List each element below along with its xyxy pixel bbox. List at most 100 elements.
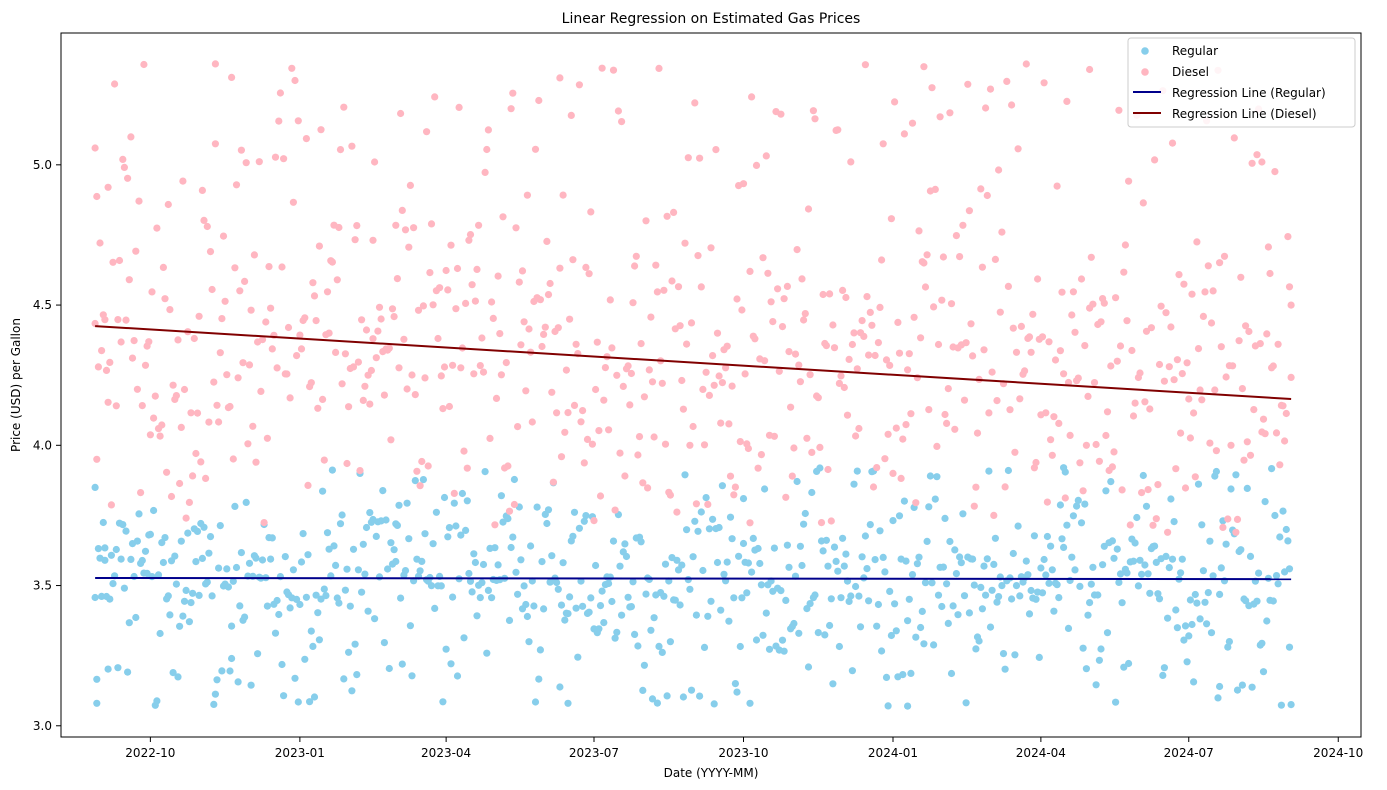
data-point bbox=[697, 283, 705, 291]
x-tick-label: 2023-07 bbox=[569, 746, 619, 760]
data-point bbox=[663, 212, 671, 220]
data-point bbox=[982, 104, 990, 112]
data-point bbox=[816, 464, 824, 472]
data-point bbox=[1274, 340, 1282, 348]
data-point bbox=[861, 532, 870, 540]
data-point bbox=[447, 241, 455, 249]
data-point bbox=[1035, 653, 1043, 662]
data-point bbox=[215, 418, 223, 426]
y-tick-label: 4.5 bbox=[33, 298, 52, 312]
data-point bbox=[275, 610, 283, 619]
data-point bbox=[1173, 624, 1181, 632]
data-point bbox=[845, 597, 853, 606]
data-point bbox=[1037, 564, 1045, 572]
data-point bbox=[520, 318, 528, 326]
data-point bbox=[1076, 582, 1084, 591]
data-point bbox=[192, 558, 200, 566]
data-point bbox=[263, 434, 271, 442]
data-point bbox=[944, 385, 952, 393]
data-point bbox=[884, 702, 892, 710]
data-point bbox=[267, 304, 275, 312]
data-point bbox=[509, 89, 517, 97]
data-point bbox=[309, 279, 317, 287]
data-point bbox=[739, 180, 748, 188]
data-point bbox=[887, 215, 896, 223]
data-point bbox=[1014, 145, 1022, 153]
data-point bbox=[855, 592, 863, 600]
data-point bbox=[704, 612, 712, 620]
data-point bbox=[566, 315, 574, 323]
data-point bbox=[444, 533, 452, 541]
data-point bbox=[1207, 629, 1216, 637]
data-point bbox=[380, 391, 388, 399]
data-point bbox=[843, 411, 852, 419]
data-point bbox=[470, 550, 478, 558]
data-point bbox=[730, 491, 738, 499]
data-point bbox=[1274, 580, 1282, 588]
data-point bbox=[749, 534, 757, 543]
data-point bbox=[1196, 386, 1204, 394]
regression-line-regular bbox=[95, 576, 1292, 581]
data-point bbox=[678, 561, 686, 569]
data-point bbox=[1064, 624, 1073, 633]
data-point bbox=[245, 361, 254, 369]
data-point bbox=[876, 527, 884, 535]
data-point bbox=[369, 236, 377, 244]
data-point bbox=[166, 611, 174, 619]
data-point bbox=[876, 303, 884, 311]
data-point bbox=[484, 126, 492, 134]
data-point bbox=[146, 530, 154, 539]
data-point bbox=[1141, 398, 1149, 406]
data-point bbox=[1157, 302, 1165, 310]
data-point bbox=[1103, 408, 1112, 416]
plot-area bbox=[60, 32, 1362, 738]
data-point bbox=[390, 313, 398, 321]
data-point bbox=[1277, 701, 1285, 709]
data-point bbox=[237, 146, 245, 154]
data-point bbox=[429, 540, 437, 548]
data-point bbox=[538, 558, 546, 566]
data-point bbox=[1181, 622, 1190, 630]
data-point bbox=[1060, 464, 1068, 472]
data-point bbox=[414, 306, 423, 314]
data-point bbox=[791, 350, 800, 358]
data-point bbox=[661, 560, 670, 568]
data-point bbox=[767, 298, 775, 306]
data-point bbox=[336, 146, 345, 154]
data-point bbox=[606, 296, 614, 304]
data-point bbox=[354, 358, 362, 366]
data-point bbox=[626, 401, 634, 409]
data-point bbox=[1138, 489, 1146, 497]
data-point bbox=[1016, 592, 1024, 600]
data-point bbox=[577, 418, 585, 426]
data-point bbox=[234, 678, 242, 686]
data-point bbox=[299, 530, 307, 538]
data-point bbox=[1012, 348, 1021, 356]
data-point bbox=[1285, 283, 1294, 291]
data-point bbox=[332, 348, 340, 356]
data-point bbox=[723, 558, 731, 566]
data-point bbox=[639, 686, 647, 695]
data-point bbox=[795, 361, 803, 369]
data-point bbox=[1063, 97, 1071, 105]
data-point bbox=[202, 474, 210, 482]
data-point bbox=[574, 653, 582, 661]
data-point bbox=[912, 633, 920, 641]
data-point bbox=[774, 285, 782, 293]
data-point bbox=[1081, 500, 1089, 508]
data-point bbox=[106, 358, 114, 366]
data-point bbox=[765, 645, 774, 653]
data-point bbox=[676, 601, 684, 609]
data-point bbox=[631, 630, 639, 639]
data-point bbox=[371, 158, 379, 166]
data-point bbox=[715, 372, 723, 380]
data-point bbox=[388, 305, 397, 313]
data-point bbox=[1250, 406, 1258, 414]
data-point bbox=[1008, 101, 1016, 109]
data-point bbox=[710, 381, 718, 389]
data-point bbox=[564, 409, 572, 417]
data-point bbox=[965, 207, 974, 215]
data-point bbox=[912, 499, 920, 507]
data-point bbox=[198, 186, 206, 194]
data-point bbox=[850, 329, 858, 337]
